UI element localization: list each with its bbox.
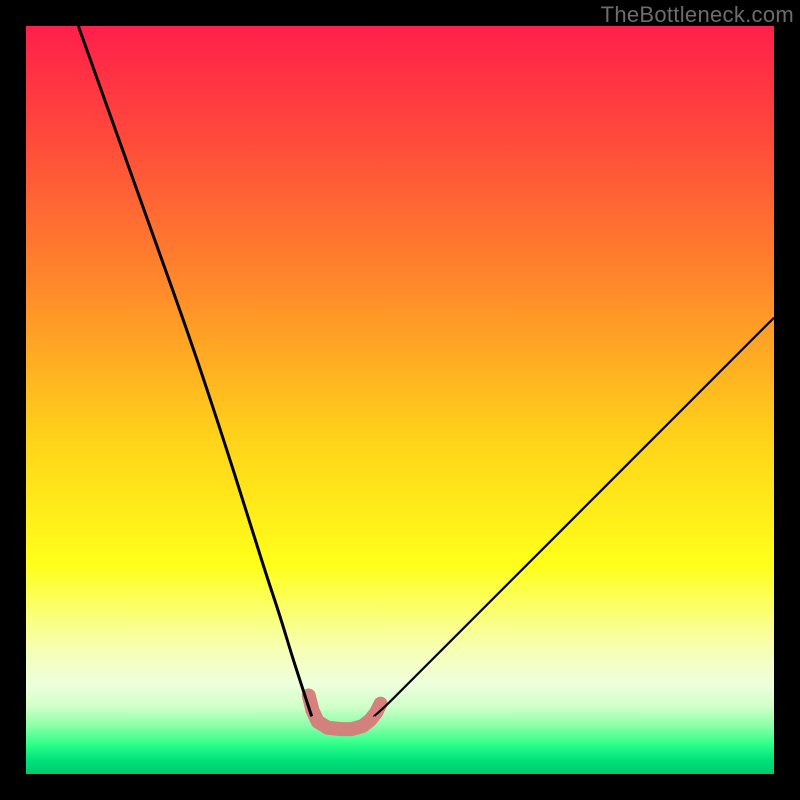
chart-background bbox=[26, 26, 774, 774]
watermark-text: TheBottleneck.com bbox=[601, 2, 794, 28]
bottleneck-chart bbox=[0, 0, 800, 800]
